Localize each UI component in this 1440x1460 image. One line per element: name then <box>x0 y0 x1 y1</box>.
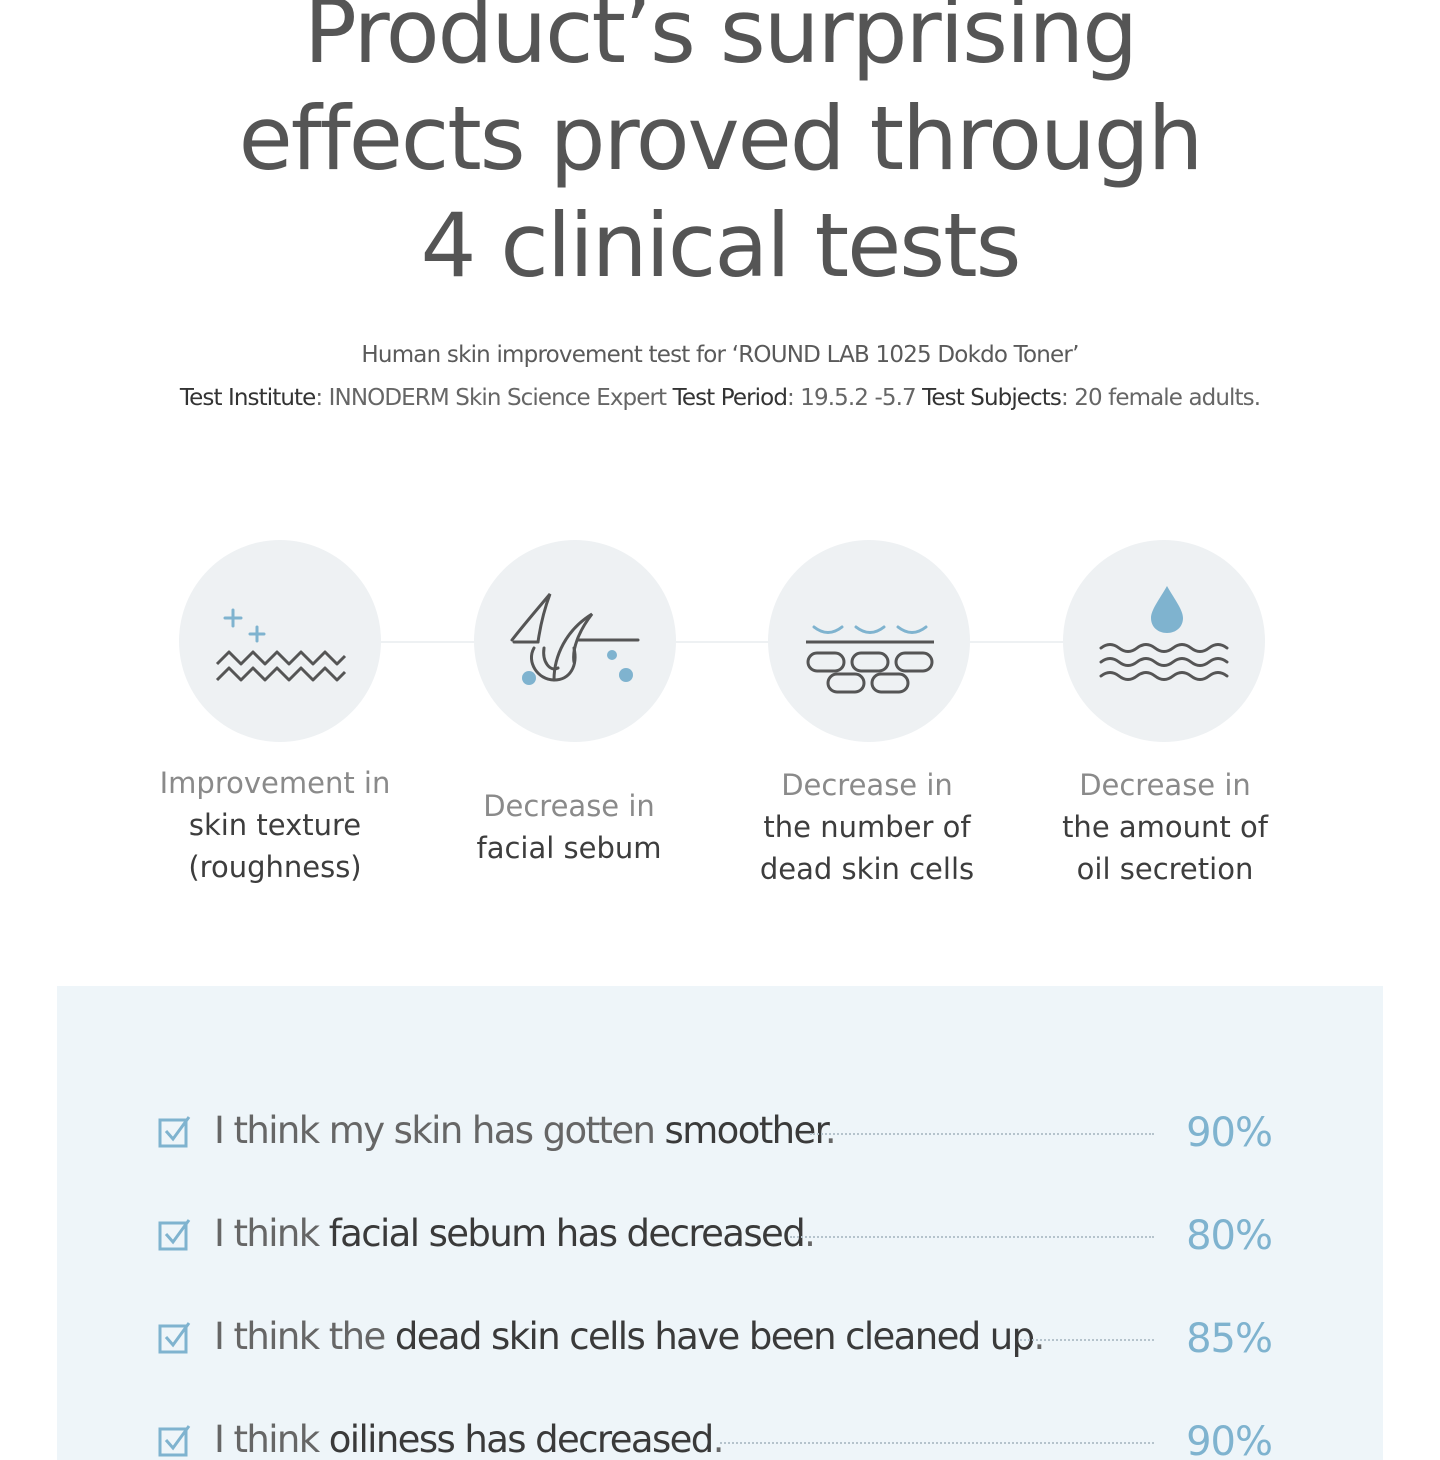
effect-circle-facial-sebum <box>474 540 676 742</box>
subjects-label: Test Subjects <box>922 385 1062 411</box>
test-meta: Test Institute: INNODERM Skin Science Ex… <box>0 383 1440 413</box>
caption-line: skin texture <box>188 808 362 842</box>
caption-line: Decrease in <box>781 768 953 802</box>
effect-circle-oil-secretion <box>1063 540 1265 742</box>
statement-highlight: facial sebum has decreased <box>328 1212 806 1255</box>
survey-statement: I think my skin has gotten smoother. <box>214 1106 837 1156</box>
checkbox-checked-icon <box>158 1116 191 1148</box>
survey-statement: I think oiliness has decreased. <box>214 1415 725 1460</box>
effect-caption-dead-skin-cells: Decrease in the number of dead skin cell… <box>717 764 1017 890</box>
effect-caption-facial-sebum: Decrease in facial sebum <box>419 785 719 869</box>
survey-row: I think the dead skin cells have been cl… <box>158 1312 1278 1372</box>
dotted-leader <box>810 1133 1154 1135</box>
survey-row: I think my skin has gotten smoother. 90% <box>158 1106 1278 1166</box>
caption-line: Decrease in <box>483 789 655 823</box>
checkbox-checked-icon <box>158 1425 191 1457</box>
caption-line: Improvement in <box>159 766 391 800</box>
statement-suffix: . <box>712 1418 725 1460</box>
caption-line: the amount of <box>1062 810 1268 844</box>
sebum-follicle-icon <box>510 593 640 685</box>
dotted-leader <box>790 1236 1154 1238</box>
statement-prefix: I think the <box>214 1315 395 1358</box>
caption-line: dead skin cells <box>759 852 975 886</box>
survey-percent: 90% <box>1186 1419 1273 1460</box>
caption-line: the number of <box>763 810 971 844</box>
dead-skin-cells-icon <box>806 625 934 694</box>
statement-prefix: I think <box>214 1212 329 1255</box>
checkbox-checked-icon <box>158 1219 191 1251</box>
oil-drop-icon <box>1099 586 1229 681</box>
subjects-value: : 20 female adults. <box>1061 385 1261 411</box>
survey-percent: 80% <box>1186 1213 1273 1259</box>
statement-prefix: I think my skin has gotten <box>214 1109 665 1152</box>
statement-suffix: . <box>804 1212 816 1255</box>
effect-caption-skin-texture: Improvement in skin texture (roughness) <box>125 762 425 888</box>
icon-connector-line <box>270 641 1170 643</box>
statement-suffix: . <box>824 1109 837 1152</box>
statement-suffix: . <box>1033 1315 1046 1358</box>
test-subtitle: Human skin improvement test for ‘ROUND L… <box>361 342 1079 368</box>
survey-percent: 90% <box>1186 1110 1273 1156</box>
period-label: Test Period <box>672 385 788 411</box>
caption-line: Decrease in <box>1079 768 1251 802</box>
caption-line: facial sebum <box>476 831 662 865</box>
survey-statement: I think facial sebum has decreased. <box>214 1209 816 1259</box>
dotted-leader <box>1020 1339 1154 1341</box>
survey-statement: I think the dead skin cells have been cl… <box>214 1312 1046 1362</box>
effect-circle-skin-texture <box>179 540 381 742</box>
dotted-leader <box>720 1442 1154 1444</box>
statement-highlight: oiliness has decreased <box>328 1418 715 1460</box>
skin-texture-icon <box>215 608 347 682</box>
survey-panel <box>57 986 1383 1460</box>
period-value: : 19.5.2 -5.7 <box>787 385 923 411</box>
survey-percent: 85% <box>1186 1316 1273 1362</box>
survey-row: I think facial sebum has decreased. 80% <box>158 1209 1278 1269</box>
survey-row: I think oiliness has decreased. 90% <box>158 1415 1278 1460</box>
statement-highlight: dead skin cells have been cleaned up <box>394 1315 1035 1358</box>
checkbox-checked-icon <box>158 1322 191 1354</box>
title-line-1: Product’s surprising <box>303 0 1138 83</box>
caption-line: (roughness) <box>188 850 362 884</box>
title-line-2: effects proved through <box>238 87 1204 190</box>
effect-caption-oil-secretion: Decrease in the amount of oil secretion <box>1015 764 1315 890</box>
caption-line: oil secretion <box>1076 852 1254 886</box>
page-title: Product’s surprising effects proved thro… <box>0 0 1440 299</box>
effect-circle-dead-skin-cells <box>768 540 970 742</box>
institute-value: : INNODERM Skin Science Expert <box>315 385 673 411</box>
statement-prefix: I think <box>214 1418 329 1460</box>
institute-label: Test Institute <box>179 385 316 411</box>
statement-highlight: smoother <box>664 1109 827 1152</box>
title-line-3: 4 clinical tests <box>420 194 1021 297</box>
